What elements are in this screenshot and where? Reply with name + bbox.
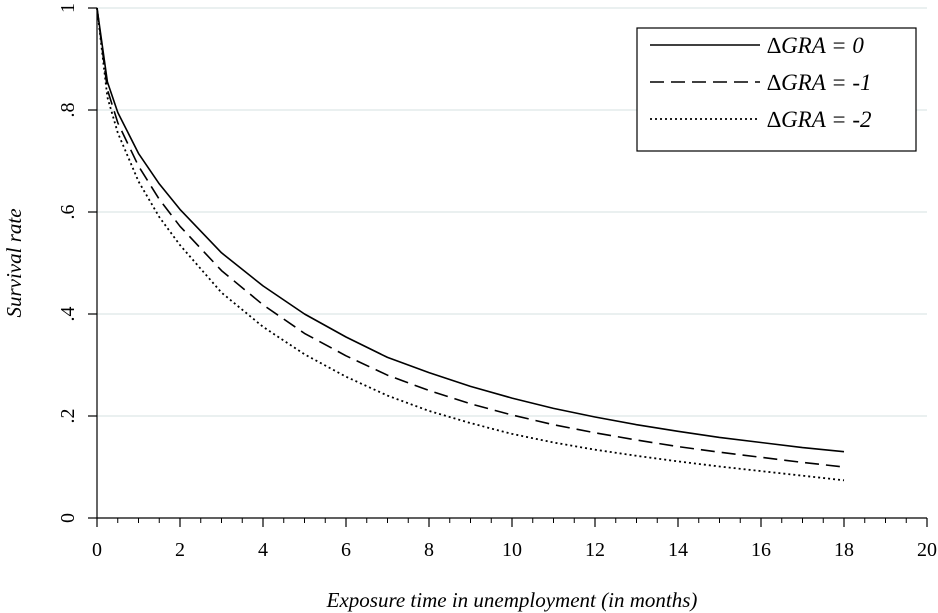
x-tick-label: 2 — [175, 539, 185, 561]
x-tick-label: 10 — [502, 539, 522, 561]
x-tick-label: 18 — [834, 539, 854, 561]
legend: ∆GRA = 0 ∆GRA = -1 ∆GRA = -2 — [636, 27, 917, 152]
y-axis-ticks: 0 .2 .4 .6 .8 1 — [57, 3, 97, 523]
x-tick-label: 12 — [585, 539, 605, 561]
y-tick-label: 0 — [57, 513, 79, 523]
series-line-3 — [96, 7, 845, 482]
legend-label-3: ∆GRA = -2 — [767, 107, 872, 132]
legend-box — [636, 27, 917, 152]
y-tick-label: 1 — [57, 3, 79, 13]
x-tick-label: 14 — [668, 539, 688, 561]
x-tick-label: 16 — [751, 539, 771, 561]
x-tick-label: 0 — [92, 539, 102, 561]
y-tick-label: .2 — [57, 409, 79, 424]
x-tick-label: 8 — [424, 539, 434, 561]
series-line-1 — [96, 7, 845, 453]
x-axis-title: Exposure time in unemployment (in months… — [326, 588, 698, 612]
y-tick-label: .8 — [57, 103, 79, 118]
x-tick-label: 4 — [258, 539, 268, 561]
series-lines — [96, 7, 845, 482]
legend-label-2: ∆GRA = -1 — [767, 70, 872, 95]
x-tick-label: 20 — [917, 539, 937, 561]
y-tick-label: .6 — [57, 205, 79, 220]
x-tick-label: 6 — [341, 539, 351, 561]
y-tick-label: .4 — [57, 307, 79, 322]
legend-label-1: ∆GRA = 0 — [767, 33, 864, 58]
x-axis-ticks: 0 2 4 6 8 10 12 14 16 18 20 — [92, 518, 937, 561]
y-axis-title: Survival rate — [2, 208, 26, 317]
